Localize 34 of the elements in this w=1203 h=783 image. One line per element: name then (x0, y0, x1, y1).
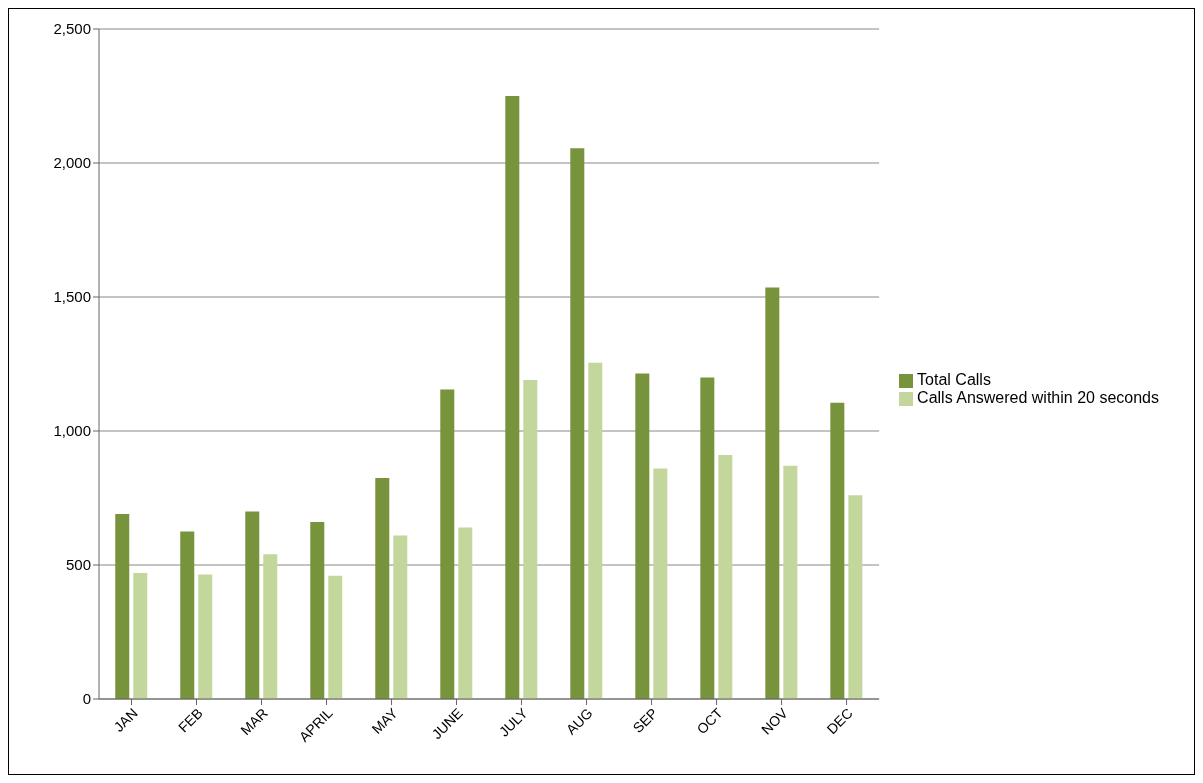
bar (653, 468, 668, 699)
bar (133, 573, 148, 699)
bar (505, 96, 520, 699)
bar (783, 465, 798, 699)
bar (328, 575, 343, 699)
bar (718, 455, 733, 699)
bar (440, 389, 455, 699)
legend-label: Total Calls (917, 371, 991, 388)
bar (263, 554, 278, 699)
bar (310, 522, 325, 699)
bar (458, 527, 473, 699)
bar (393, 535, 408, 699)
y-tick-label: 1,500 (53, 288, 91, 306)
y-tick-label: 500 (65, 556, 91, 574)
bar (180, 531, 195, 699)
y-tick-label: 0 (82, 690, 91, 708)
bar (635, 373, 650, 699)
bar (588, 362, 603, 699)
y-tick-label: 2,000 (53, 154, 91, 172)
y-tick-label: 1,000 (53, 422, 91, 440)
x-tick-label: SEP (629, 704, 661, 736)
bar (523, 380, 538, 699)
legend-label: Calls Answered within 20 seconds (917, 389, 1159, 406)
bar (570, 148, 585, 699)
bar (830, 402, 845, 699)
bar (115, 514, 130, 699)
bar (848, 495, 863, 699)
x-tick-label: FEB (175, 704, 206, 736)
bar (375, 477, 390, 699)
bar (198, 574, 213, 699)
bar (245, 511, 260, 699)
bar (700, 377, 715, 699)
y-tick-label: 2,500 (53, 20, 91, 38)
bar (765, 287, 780, 699)
